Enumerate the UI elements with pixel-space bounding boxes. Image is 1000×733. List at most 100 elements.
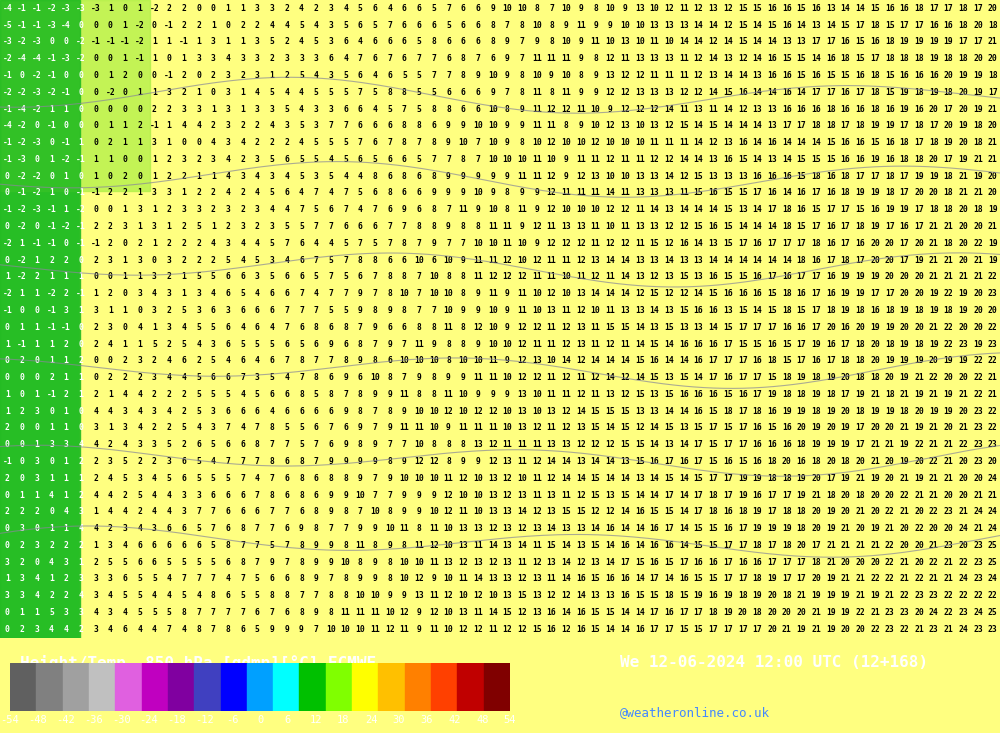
Text: 2: 2 — [255, 122, 260, 130]
Text: 8: 8 — [431, 373, 436, 382]
Text: 6: 6 — [284, 490, 289, 500]
Text: 14: 14 — [517, 541, 527, 550]
Text: 14: 14 — [679, 37, 689, 46]
Text: -3: -3 — [91, 4, 100, 13]
Text: 19: 19 — [944, 138, 953, 147]
Text: 22: 22 — [929, 457, 939, 466]
Text: 21: 21 — [988, 390, 998, 399]
Text: 14: 14 — [723, 122, 733, 130]
Text: 18: 18 — [914, 54, 924, 63]
Text: 12: 12 — [591, 273, 600, 281]
Text: 11: 11 — [561, 88, 571, 97]
Text: 21: 21 — [958, 507, 968, 516]
Text: 4: 4 — [49, 490, 54, 500]
Text: 1: 1 — [152, 54, 157, 63]
Text: 12: 12 — [517, 323, 527, 332]
Text: 10: 10 — [576, 138, 586, 147]
Text: 3: 3 — [255, 373, 260, 382]
Text: 1: 1 — [152, 37, 157, 46]
Text: 12: 12 — [664, 155, 674, 164]
Text: 7: 7 — [387, 21, 392, 29]
Text: 13: 13 — [605, 390, 615, 399]
Text: 4: 4 — [123, 441, 127, 449]
Text: 17: 17 — [841, 239, 850, 248]
Text: 6: 6 — [402, 155, 407, 164]
Text: 18: 18 — [870, 88, 880, 97]
Text: 42: 42 — [448, 715, 461, 725]
Text: 17: 17 — [752, 390, 762, 399]
Text: 17: 17 — [752, 373, 762, 382]
Text: 7: 7 — [343, 205, 348, 214]
Text: 18: 18 — [944, 188, 953, 197]
Text: 2: 2 — [240, 205, 245, 214]
Text: 19: 19 — [855, 273, 865, 281]
Text: 13: 13 — [650, 256, 659, 265]
Text: 4: 4 — [314, 290, 319, 298]
Text: 22: 22 — [988, 323, 998, 332]
Text: 17: 17 — [650, 608, 659, 617]
Text: 20: 20 — [870, 339, 880, 348]
Text: 21: 21 — [826, 541, 836, 550]
Text: 2: 2 — [196, 239, 201, 248]
Text: 0: 0 — [93, 88, 98, 97]
Text: 11: 11 — [532, 273, 542, 281]
Text: 14: 14 — [576, 474, 586, 483]
Text: 11: 11 — [547, 256, 556, 265]
Text: -54: -54 — [1, 715, 19, 725]
Text: 15: 15 — [694, 625, 703, 634]
Text: 16: 16 — [738, 88, 748, 97]
Text: 18: 18 — [811, 122, 821, 130]
Text: 4: 4 — [78, 524, 83, 533]
Text: 12: 12 — [576, 441, 586, 449]
Text: 9: 9 — [490, 188, 495, 197]
Text: 14: 14 — [694, 122, 703, 130]
Text: 2: 2 — [108, 138, 113, 147]
Text: 8: 8 — [387, 273, 392, 281]
Text: 0: 0 — [123, 4, 127, 13]
Text: 24: 24 — [958, 524, 968, 533]
Text: 15: 15 — [738, 4, 748, 13]
Text: 7: 7 — [476, 138, 480, 147]
Text: 2: 2 — [314, 4, 319, 13]
Text: 20: 20 — [826, 457, 836, 466]
Text: 6: 6 — [181, 356, 186, 365]
Text: 13: 13 — [797, 37, 806, 46]
Text: 3: 3 — [299, 54, 304, 63]
Text: 9: 9 — [461, 188, 466, 197]
Text: 17: 17 — [738, 575, 748, 583]
Text: 21: 21 — [914, 373, 924, 382]
Text: 17: 17 — [723, 541, 733, 550]
Text: 2: 2 — [211, 188, 216, 197]
Text: 0: 0 — [123, 155, 127, 164]
Text: 0: 0 — [5, 323, 10, 332]
Text: 9: 9 — [328, 490, 333, 500]
Text: 6: 6 — [476, 105, 480, 114]
Text: 7: 7 — [358, 88, 363, 97]
Text: 23: 23 — [973, 407, 983, 416]
Text: 9: 9 — [534, 37, 539, 46]
Text: 2: 2 — [64, 339, 69, 348]
Text: 4: 4 — [387, 4, 392, 13]
Text: 21: 21 — [929, 239, 939, 248]
Text: 11: 11 — [444, 323, 453, 332]
Text: -1: -1 — [32, 4, 42, 13]
Text: 19: 19 — [826, 592, 836, 600]
Text: 2: 2 — [167, 4, 172, 13]
Text: 1: 1 — [123, 273, 127, 281]
Text: 20: 20 — [958, 407, 968, 416]
Text: 17: 17 — [767, 507, 777, 516]
Text: 17: 17 — [767, 205, 777, 214]
Text: 3: 3 — [123, 524, 127, 533]
Text: 11: 11 — [547, 424, 556, 432]
Text: 21: 21 — [929, 323, 939, 332]
Text: 6: 6 — [343, 424, 348, 432]
Text: 2: 2 — [211, 71, 216, 80]
Text: 3: 3 — [328, 37, 333, 46]
Text: 3: 3 — [167, 88, 172, 97]
Text: 14: 14 — [679, 507, 689, 516]
Text: 18: 18 — [944, 306, 953, 315]
Text: 9: 9 — [314, 608, 319, 617]
Text: 14: 14 — [841, 4, 850, 13]
Text: 9: 9 — [476, 172, 480, 181]
Text: 21: 21 — [973, 524, 983, 533]
